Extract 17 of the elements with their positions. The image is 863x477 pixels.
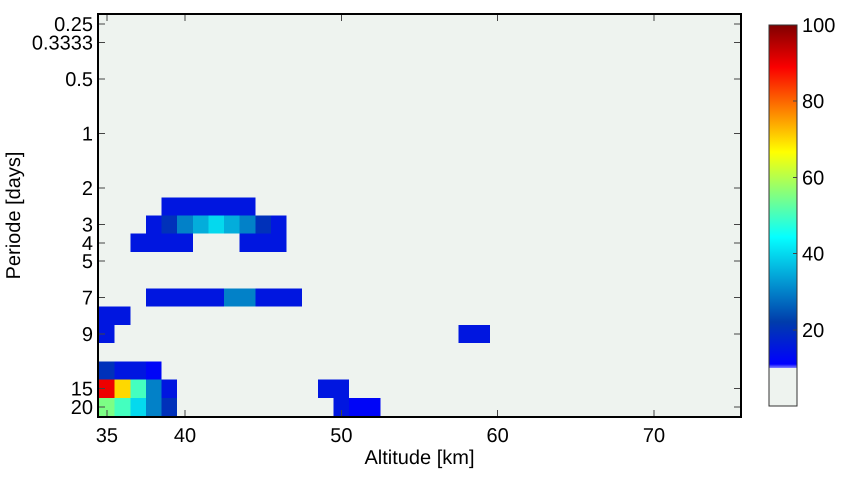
x-axis-title: Altitude [km] — [364, 447, 475, 469]
x-tick-label: 50 — [330, 425, 352, 447]
y-tick-label: 2 — [82, 178, 93, 200]
x-tick-label: 35 — [96, 425, 118, 447]
y-axis-title: Periode [days] — [2, 152, 25, 280]
x-tick-label: 40 — [174, 425, 196, 447]
x-tick-label: 60 — [486, 425, 509, 447]
color-bar-label: 20 — [802, 320, 824, 342]
y-tick-label: 1 — [82, 123, 93, 146]
color-bar-label: 40 — [802, 244, 824, 266]
color-bar-label: 80 — [802, 91, 824, 114]
color-bar-label: 60 — [802, 167, 824, 190]
y-tick-label: 7 — [82, 288, 93, 310]
color-bar-label: 100 — [802, 15, 836, 37]
y-tick-label: 9 — [82, 324, 93, 346]
x-tick-label: 70 — [642, 425, 666, 447]
y-tick-label: 0.5 — [65, 68, 93, 91]
